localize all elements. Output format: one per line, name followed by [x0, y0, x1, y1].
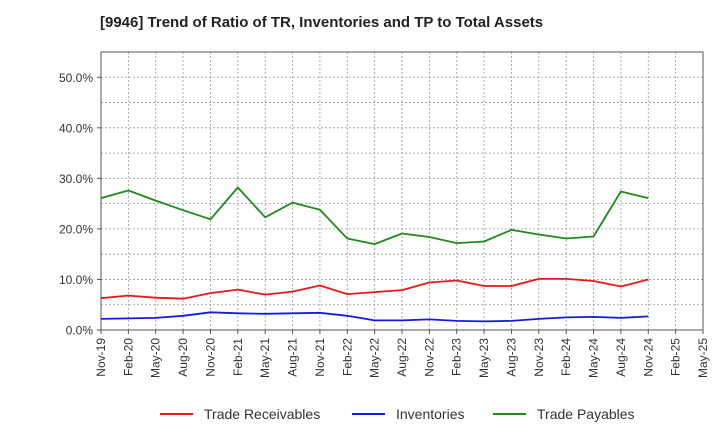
x-tick-label: May-20 [149, 338, 163, 378]
x-tick-label: Nov-20 [203, 338, 217, 377]
series-line-2 [100, 186, 649, 246]
legend-label: Trade Payables [537, 406, 635, 422]
x-tick-label: Feb-22 [340, 338, 354, 376]
x-tick-label: Nov-19 [94, 338, 108, 377]
legend-label: Trade Receivables [204, 406, 320, 422]
x-tick-label: Feb-24 [559, 338, 573, 376]
legend-label: Inventories [396, 406, 464, 422]
x-tick-label: Feb-21 [231, 338, 245, 376]
y-tick-label: 40.0% [59, 121, 93, 135]
y-tick-label: 50.0% [59, 71, 93, 85]
x-tick-label: Aug-24 [614, 338, 628, 377]
y-axis: 0.0% 10.0% 20.0% 30.0% 40.0% 50.0% [59, 71, 101, 338]
grid-lines [101, 52, 703, 330]
x-tick-label: May-24 [587, 338, 601, 378]
x-tick-label: Nov-24 [641, 338, 655, 377]
x-tick-label: Aug-23 [504, 338, 518, 377]
x-tick-label: May-21 [258, 338, 272, 378]
y-tick-label: 20.0% [59, 222, 93, 236]
x-tick-label: May-25 [696, 338, 710, 378]
x-tick-label: May-23 [477, 338, 491, 378]
series-line-1 [100, 311, 649, 323]
x-tick-label: Nov-23 [532, 338, 546, 377]
x-tick-label: Feb-20 [121, 338, 135, 376]
series-lines [100, 186, 649, 323]
y-tick-label: 0.0% [66, 324, 94, 338]
x-tick-label: Aug-22 [395, 338, 409, 377]
x-tick-label: Feb-25 [669, 338, 683, 376]
x-tick-label: Feb-23 [450, 338, 464, 376]
series-line-0 [100, 277, 649, 300]
x-tick-label: Aug-21 [286, 338, 300, 377]
y-tick-label: 30.0% [59, 172, 93, 186]
chart-title: [9946] Trend of Ratio of TR, Inventories… [100, 14, 544, 31]
x-axis: Nov-19 Feb-20 May-20 Aug-20 Nov-20 Feb-21 May-… [94, 330, 710, 378]
x-tick-label: May-22 [368, 338, 382, 378]
x-tick-label: Aug-20 [176, 338, 190, 377]
y-tick-label: 10.0% [59, 273, 93, 287]
legend: Trade Receivables Inventories Trade Payabl… [160, 406, 635, 422]
x-tick-label: Nov-22 [422, 338, 436, 377]
x-tick-label: Nov-21 [313, 338, 327, 377]
